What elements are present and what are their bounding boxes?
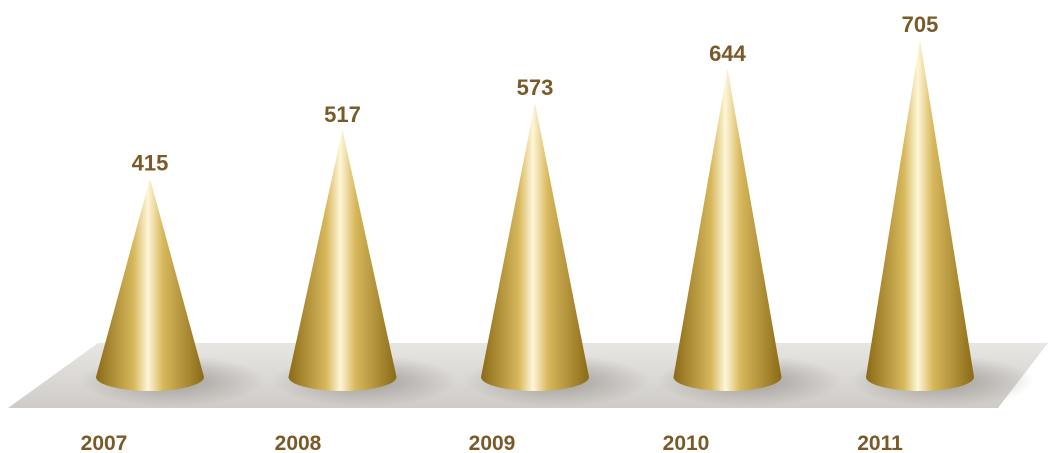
data-label-2007: 415 [132, 151, 169, 176]
data-labels: 415 517 573 644 705 [132, 12, 939, 176]
x-tick-label-2007: 2007 [81, 432, 128, 453]
cone-bar-2011 [866, 40, 974, 391]
x-tick-label-2010: 2010 [663, 432, 710, 453]
x-axis-tick-labels: 2007 2008 2009 2010 2011 [81, 432, 903, 453]
cone-bar-2008 [288, 129, 397, 391]
data-label-2008: 517 [324, 102, 361, 127]
x-tick-label-2008: 2008 [275, 432, 322, 453]
x-tick-label-2011: 2011 [857, 432, 903, 453]
cone-bar-2010 [673, 69, 782, 391]
cone-bar-2009 [481, 103, 589, 391]
data-label-2011: 705 [902, 12, 939, 37]
data-label-2009: 573 [517, 75, 554, 100]
cone-series [80, 40, 1034, 407]
x-tick-label-2009: 2009 [469, 432, 516, 453]
cone-bar-2007 [96, 178, 204, 391]
data-label-2010: 644 [709, 41, 746, 66]
